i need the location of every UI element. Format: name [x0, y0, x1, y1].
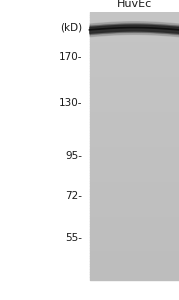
- Text: 95-: 95-: [65, 151, 82, 161]
- Text: 55-: 55-: [65, 233, 82, 243]
- Bar: [90, 12, 179, 280]
- Text: 130-: 130-: [59, 98, 82, 108]
- Text: (kD): (kD): [60, 23, 82, 33]
- Text: 72-: 72-: [65, 191, 82, 201]
- Text: HuvEc: HuvEc: [117, 0, 152, 9]
- Text: 170-: 170-: [59, 52, 82, 61]
